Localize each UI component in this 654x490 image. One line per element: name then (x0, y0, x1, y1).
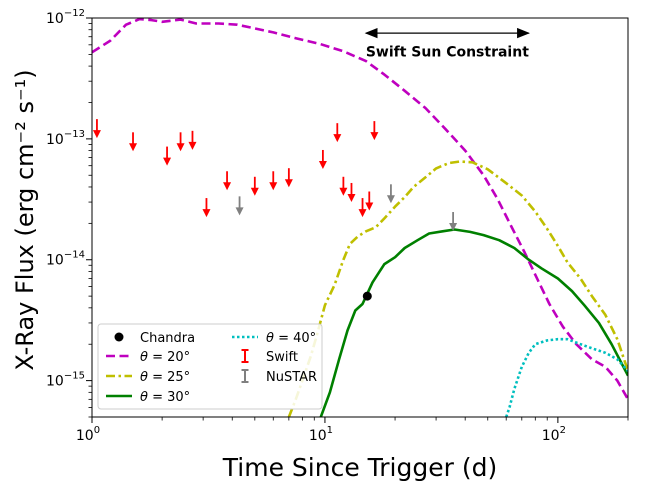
axis-ticks: 100 101 102 10−15 10−14 10−13 10−12 (46, 8, 629, 444)
swift-upper-limit (202, 198, 211, 218)
y-tick-label: 10−15 (46, 371, 85, 390)
chandra-point (362, 291, 372, 301)
swift-upper-limit (92, 119, 101, 139)
swift-upper-limit (250, 176, 259, 196)
sun-constraint-label: Swift Sun Constraint (366, 44, 529, 60)
y-tick-label: 10−12 (46, 8, 85, 27)
swift-upper-limit (163, 146, 172, 166)
legend-label-series-0: θ = 20° (140, 350, 190, 365)
nustar-upper-limit (449, 212, 458, 232)
legend-swift-marker (241, 349, 249, 363)
y-tick-label: 10−13 (46, 129, 85, 148)
series-group (92, 18, 628, 417)
annotation-group: Swift Sun Constraint (364, 27, 531, 60)
swift-upper-limit (176, 132, 185, 152)
series-line-theta-25 (287, 160, 628, 417)
x-tick-label: 102 (542, 425, 566, 444)
swift-upper-limit (370, 121, 379, 141)
swift-upper-limit (365, 191, 374, 211)
x-tick-label: 101 (309, 425, 333, 444)
swift-upper-limit (129, 132, 138, 152)
nustar-upper-limit (386, 184, 395, 204)
legend-nustar-marker (241, 369, 249, 383)
series-line-theta-40 (504, 337, 628, 417)
swift-upper-limit (223, 171, 232, 191)
legend-label-series-2: θ = 30° (140, 390, 190, 405)
legend-label-nustar: NuSTAR (266, 370, 317, 385)
swift-upper-limit (347, 182, 356, 202)
legend-label-series-3: θ = 40° (266, 331, 316, 346)
markers-group (92, 119, 458, 301)
legend-chandra-marker (114, 332, 124, 342)
series-line-theta-30 (319, 228, 628, 417)
nustar-upper-limit (235, 196, 244, 216)
legend-label-chandra: Chandra (140, 331, 195, 346)
plot-frame (91, 17, 629, 418)
swift-upper-limit (333, 123, 342, 143)
swift-upper-limit (269, 171, 278, 191)
legend-frame (97, 323, 323, 410)
swift-upper-limit (318, 149, 327, 169)
swift-upper-limit (339, 176, 348, 196)
y-tick-label: 10−14 (46, 250, 85, 269)
x-tick-label: 100 (76, 425, 100, 444)
swift-upper-limit (358, 198, 367, 218)
x-axis-label: Time Since Trigger (d) (222, 453, 497, 482)
legend-label-series-1: θ = 25° (140, 370, 190, 385)
legend: Chandra θ = 20° θ = 25° θ = 30° θ = 40° Swift… (97, 323, 323, 410)
swift-upper-limit (284, 168, 293, 188)
legend-label-swift: Swift (266, 350, 298, 365)
series-line-theta-20 (92, 18, 628, 400)
swift-upper-limit (188, 130, 197, 150)
y-axis-label: X-Ray Flux (erg cm⁻² s⁻¹) (11, 69, 39, 370)
